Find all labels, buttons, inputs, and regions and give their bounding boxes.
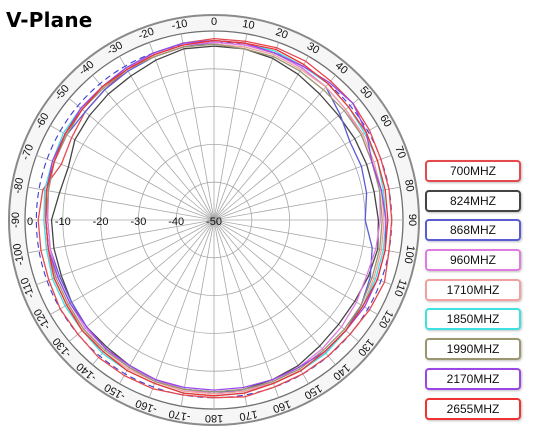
angle-tick-label: 90 bbox=[406, 214, 418, 226]
angle-tick-label: 0 bbox=[211, 16, 217, 28]
radial-tick-label: 0 bbox=[27, 216, 33, 228]
angle-tick-label: 70 bbox=[392, 144, 407, 160]
grid-spoke bbox=[213, 219, 360, 342]
grid-spoke bbox=[148, 219, 215, 398]
radial-tick-label: -20 bbox=[93, 216, 109, 228]
grid-spoke bbox=[119, 219, 215, 384]
legend-label: 960MHZ bbox=[449, 253, 496, 268]
grid-spoke bbox=[119, 56, 215, 221]
legend-label: 700MHZ bbox=[449, 164, 496, 178]
angle-tick-label: 10 bbox=[241, 18, 255, 32]
angle-tick-label: -80 bbox=[12, 177, 27, 195]
series-line bbox=[45, 39, 389, 397]
angle-tick-label: -170 bbox=[168, 407, 192, 423]
angle-tick-label: 110 bbox=[391, 277, 408, 298]
grid-spoke bbox=[180, 219, 215, 407]
angle-tick-label: 20 bbox=[274, 26, 290, 41]
grid-spoke bbox=[213, 219, 309, 384]
angle-tick-label: 80 bbox=[402, 179, 416, 193]
grid-spoke bbox=[36, 154, 215, 221]
legend-label: 1850MHZ bbox=[446, 312, 500, 327]
angle-tick-label: -90 bbox=[10, 212, 22, 228]
grid-spoke bbox=[213, 219, 248, 407]
grid-spoke bbox=[213, 42, 280, 221]
grid-spoke bbox=[213, 33, 248, 221]
legend-item: 868MHZ bbox=[425, 219, 521, 242]
chart-title: V-Plane bbox=[6, 8, 93, 32]
radial-tick-label: -50 bbox=[206, 216, 222, 228]
angle-tick-label: 30 bbox=[305, 40, 322, 57]
grid-spoke bbox=[92, 74, 215, 221]
angle-tick-label: -70 bbox=[20, 143, 37, 162]
grid-spoke bbox=[213, 219, 280, 398]
legend-item: 2655MHZ bbox=[425, 397, 521, 420]
grid-spoke bbox=[213, 219, 378, 315]
grid-spoke bbox=[213, 219, 401, 254]
series-line bbox=[45, 43, 383, 393]
angle-tick-label: 170 bbox=[238, 407, 258, 422]
angle-tick-label: 160 bbox=[271, 397, 292, 415]
grid-spoke bbox=[213, 219, 336, 366]
angle-tick-label: 60 bbox=[377, 113, 394, 130]
grid-spoke bbox=[213, 219, 392, 286]
angle-tick-label: -10 bbox=[171, 18, 189, 33]
grid-spoke bbox=[68, 219, 215, 342]
legend-label: 1710MHZ bbox=[446, 282, 500, 297]
angle-tick-label: 180 bbox=[205, 412, 223, 424]
legend-item: 700MHZ bbox=[425, 160, 521, 182]
grid-spoke bbox=[148, 42, 215, 221]
legend-item: 824MHZ bbox=[425, 189, 521, 212]
angle-tick-label: -100 bbox=[11, 242, 27, 266]
grid-spoke bbox=[50, 219, 215, 315]
grid-spoke bbox=[213, 56, 309, 221]
radial-tick-label: -10 bbox=[55, 216, 71, 228]
legend-item: 1710MHZ bbox=[425, 278, 521, 301]
grid-spoke bbox=[213, 98, 360, 221]
legend-item: 1990MHZ bbox=[425, 338, 521, 361]
legend-label: 2170MHZ bbox=[446, 371, 500, 386]
radial-tick-label: -40 bbox=[168, 216, 184, 228]
grid-spoke bbox=[68, 98, 215, 221]
grid-spoke bbox=[180, 33, 215, 221]
angle-tick-label: -20 bbox=[137, 26, 156, 43]
legend-label: 2655MHZ bbox=[446, 401, 500, 416]
grid-spoke bbox=[27, 219, 215, 254]
legend-label: 1990MHZ bbox=[446, 342, 500, 357]
legend-label: 868MHZ bbox=[449, 223, 496, 238]
radial-tick-label: -30 bbox=[130, 216, 146, 228]
grid-spoke bbox=[50, 125, 215, 221]
legend-label: 824MHZ bbox=[449, 193, 496, 208]
grid-spoke bbox=[213, 74, 336, 221]
angle-tick-label: 100 bbox=[401, 244, 416, 264]
legend: 700MHZ 824MHZ 868MHZ 960MHZ 1710MHZ 1850MHZ 19… bbox=[425, 160, 521, 427]
series-line bbox=[37, 37, 393, 399]
grid-spoke bbox=[36, 219, 215, 286]
legend-item: 960MHZ bbox=[425, 249, 521, 272]
legend-item: 1850MHZ bbox=[425, 308, 521, 331]
legend-item: 2170MHZ bbox=[425, 367, 521, 390]
grid-spoke bbox=[92, 219, 215, 366]
grid-spoke bbox=[213, 186, 401, 221]
